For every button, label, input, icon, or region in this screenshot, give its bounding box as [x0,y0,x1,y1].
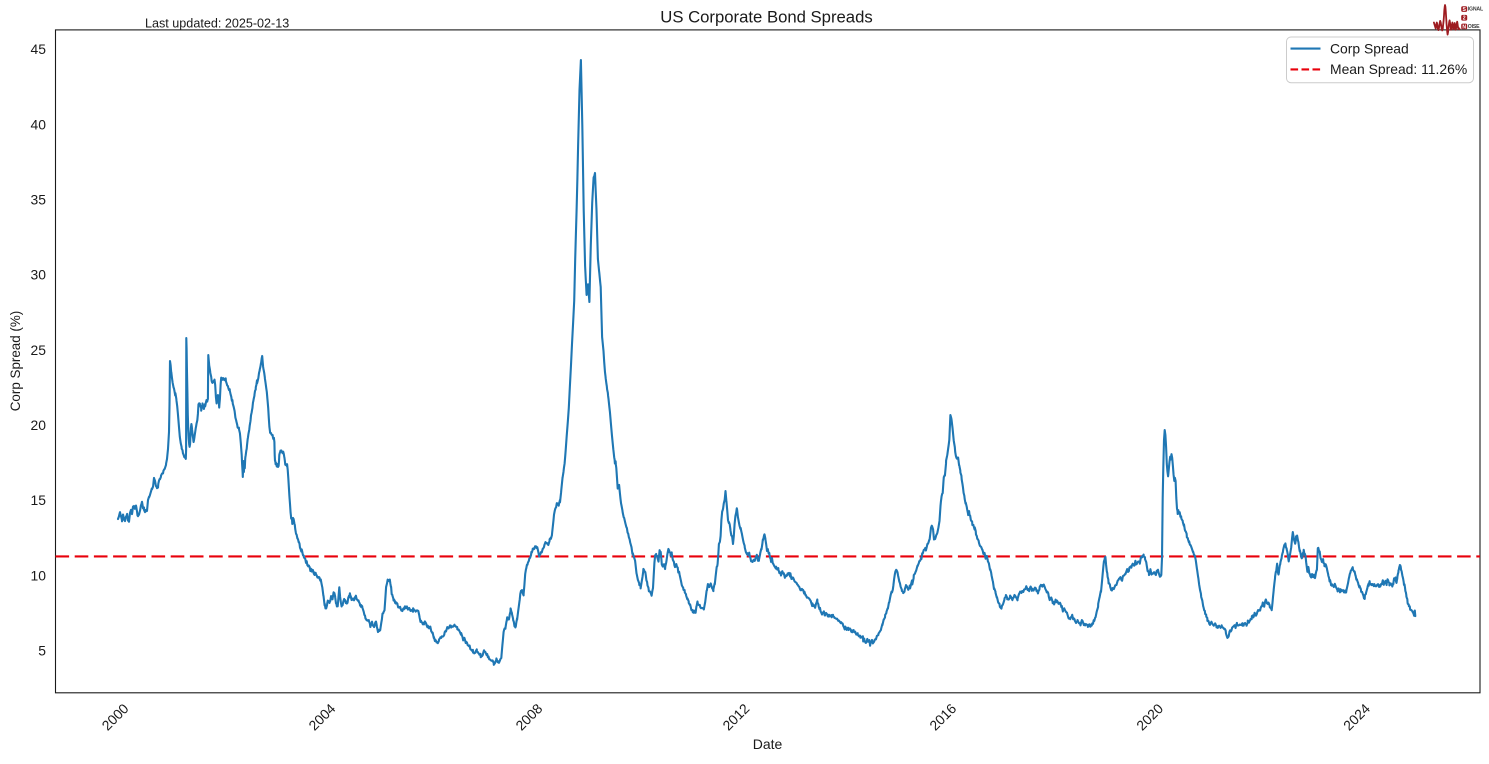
svg-text:US Corporate Bond Spreads: US Corporate Bond Spreads [660,7,872,26]
svg-text:45: 45 [31,41,47,57]
svg-text:25: 25 [31,342,47,358]
svg-text:2: 2 [1463,16,1466,22]
svg-text:5: 5 [38,642,46,658]
svg-text:40: 40 [31,116,47,132]
svg-text:Corp Spread (%): Corp Spread (%) [8,311,23,411]
svg-text:Corp Spread: Corp Spread [1330,40,1409,56]
svg-text:Date: Date [753,736,783,752]
svg-text:OISE: OISE [1468,24,1480,30]
svg-text:Mean Spread: 11.26%: Mean Spread: 11.26% [1330,61,1467,77]
svg-text:35: 35 [31,192,47,208]
svg-text:Last updated: 2025-02-13: Last updated: 2025-02-13 [145,17,289,31]
svg-text:20: 20 [31,417,47,433]
svg-text:30: 30 [31,267,47,283]
svg-text:10: 10 [31,567,47,583]
svg-text:15: 15 [31,492,47,508]
svg-text:IGNAL: IGNAL [1468,7,1484,13]
svg-text:N: N [1462,24,1466,30]
svg-text:S: S [1462,7,1466,13]
